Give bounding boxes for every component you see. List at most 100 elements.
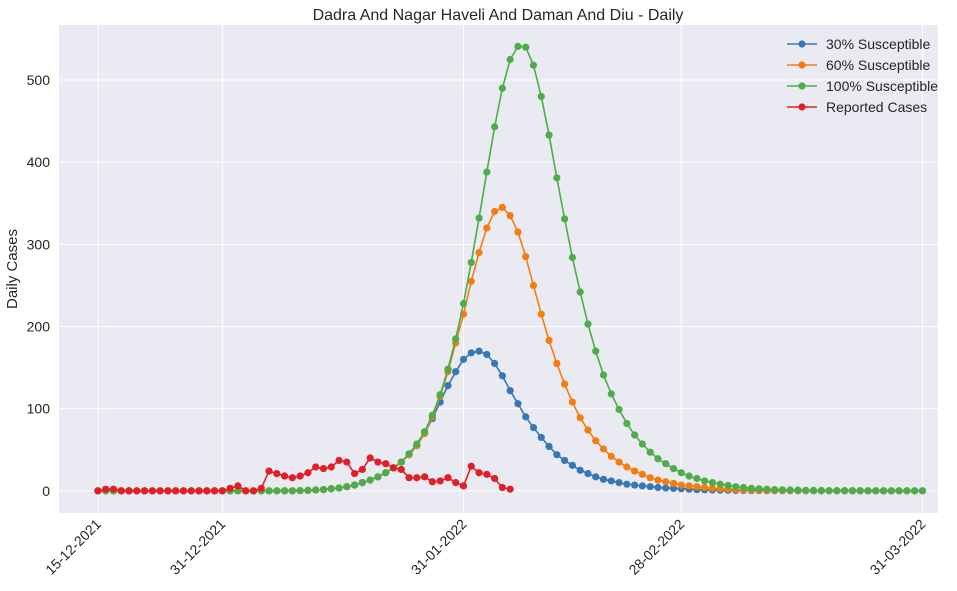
data-point [732, 483, 740, 491]
data-point [382, 469, 390, 477]
data-point [646, 474, 654, 482]
data-point [677, 481, 685, 489]
data-point [599, 371, 608, 379]
data-point [452, 479, 460, 487]
data-point [335, 456, 343, 465]
y-tick-label: 300 [27, 236, 51, 252]
data-point [459, 355, 468, 363]
data-point [140, 487, 149, 495]
legend-label: 30% Susceptible [826, 36, 931, 52]
data-point [537, 433, 545, 442]
data-point [514, 42, 522, 50]
plot-area [59, 25, 938, 513]
data-point [631, 467, 639, 475]
data-point [584, 426, 592, 434]
legend-label: Reported Cases [826, 99, 927, 115]
data-point [545, 336, 553, 345]
data-point [428, 411, 436, 419]
data-point [887, 487, 895, 495]
data-point [568, 398, 577, 406]
data-point [421, 428, 429, 436]
data-point [421, 473, 429, 481]
data-point [568, 253, 577, 262]
data-point [623, 463, 631, 471]
data-point [802, 486, 810, 494]
data-point [561, 456, 569, 465]
data-point [576, 466, 584, 474]
legend-item: 60% Susceptible [787, 57, 931, 73]
data-point [537, 310, 545, 318]
data-point [522, 43, 530, 51]
data-point [817, 486, 825, 495]
data-point [109, 485, 118, 493]
data-point [483, 224, 491, 232]
data-point [428, 478, 436, 486]
data-point [296, 472, 304, 480]
y-axis-label: Daily Cases [4, 229, 21, 309]
data-point [436, 391, 444, 399]
data-point [506, 55, 514, 64]
data-point [483, 168, 491, 176]
data-point [467, 462, 475, 470]
legend-label: 100% Susceptible [826, 78, 938, 94]
data-point [856, 487, 864, 495]
data-point [172, 487, 180, 495]
x-tick-label: 31-03-2022 [867, 516, 929, 578]
data-point [685, 482, 693, 490]
data-point [491, 123, 499, 131]
legend-marker [798, 40, 806, 48]
data-point [506, 386, 514, 395]
data-point [475, 347, 483, 355]
data-point [257, 484, 265, 492]
data-point [654, 455, 662, 463]
data-point [350, 469, 359, 478]
data-point [607, 390, 615, 398]
data-point [592, 473, 600, 481]
data-point [319, 485, 328, 494]
data-point [607, 477, 615, 485]
data-point [327, 485, 335, 493]
data-point [778, 486, 787, 494]
x-tick-label: 31-12-2021 [167, 516, 229, 578]
chart-title: Dadra And Nagar Haveli And Daman And Diu… [313, 7, 684, 24]
data-point [669, 479, 678, 488]
data-point [654, 483, 662, 492]
legend-marker [798, 82, 806, 90]
data-point [265, 487, 273, 495]
data-point [506, 485, 514, 493]
y-tick-label: 0 [42, 483, 50, 499]
data-point [553, 174, 561, 182]
data-point [436, 477, 444, 485]
data-point [599, 475, 608, 483]
data-point [701, 483, 709, 492]
data-point [467, 277, 475, 285]
data-point [304, 469, 312, 477]
data-point [389, 464, 398, 472]
series-reported-cases [94, 454, 514, 495]
x-tick-label: 28-02-2022 [625, 516, 687, 578]
data-point [491, 207, 499, 216]
data-point [335, 484, 343, 492]
data-point [405, 474, 413, 482]
data-point [498, 483, 506, 492]
data-point [179, 487, 188, 495]
data-point [716, 480, 724, 488]
grid [59, 25, 938, 513]
data-point [677, 469, 685, 477]
data-point [903, 487, 911, 495]
data-point [568, 461, 577, 469]
data-point [848, 487, 857, 495]
data-point [459, 299, 468, 308]
data-point [911, 487, 919, 495]
data-point [397, 458, 405, 466]
data-point [413, 474, 421, 482]
data-point [693, 483, 701, 491]
data-point [553, 451, 561, 459]
data-point [133, 487, 141, 495]
data-point [498, 372, 506, 380]
data-point [529, 61, 538, 69]
data-point [592, 347, 600, 355]
data-point [794, 486, 802, 494]
data-point [273, 469, 281, 478]
